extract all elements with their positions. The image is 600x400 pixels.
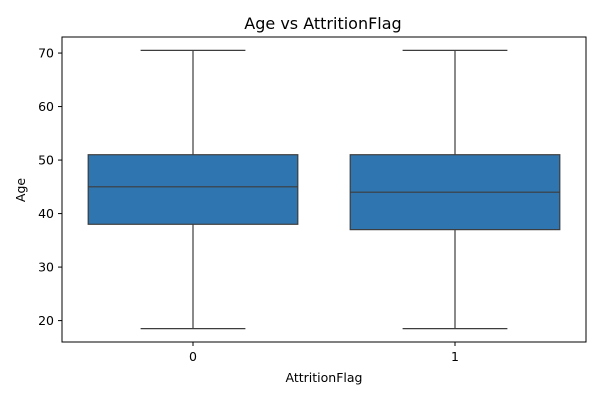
y-tick-label: 50: [38, 153, 54, 168]
plot-area: [87, 49, 561, 330]
y-axis-label: Age: [13, 178, 28, 202]
chart-title: Age vs AttritionFlag: [244, 14, 401, 33]
y-tick-label: 30: [38, 260, 54, 275]
x-tick-label: 1: [451, 349, 459, 364]
y-tick-label: 60: [38, 99, 54, 114]
plot-frame: [61, 36, 587, 343]
x-tick-label: 0: [189, 349, 197, 364]
box-group-0: [87, 49, 299, 330]
y-tick-label: 70: [38, 46, 54, 61]
y-tick-label: 20: [38, 313, 54, 328]
y-tick-label: 40: [38, 206, 54, 221]
x-axis-label: AttritionFlag: [286, 370, 363, 385]
box-group-1: [349, 49, 561, 330]
iqr-box: [87, 154, 299, 225]
y-axis: 20 30 40 50 60 70: [38, 46, 62, 328]
